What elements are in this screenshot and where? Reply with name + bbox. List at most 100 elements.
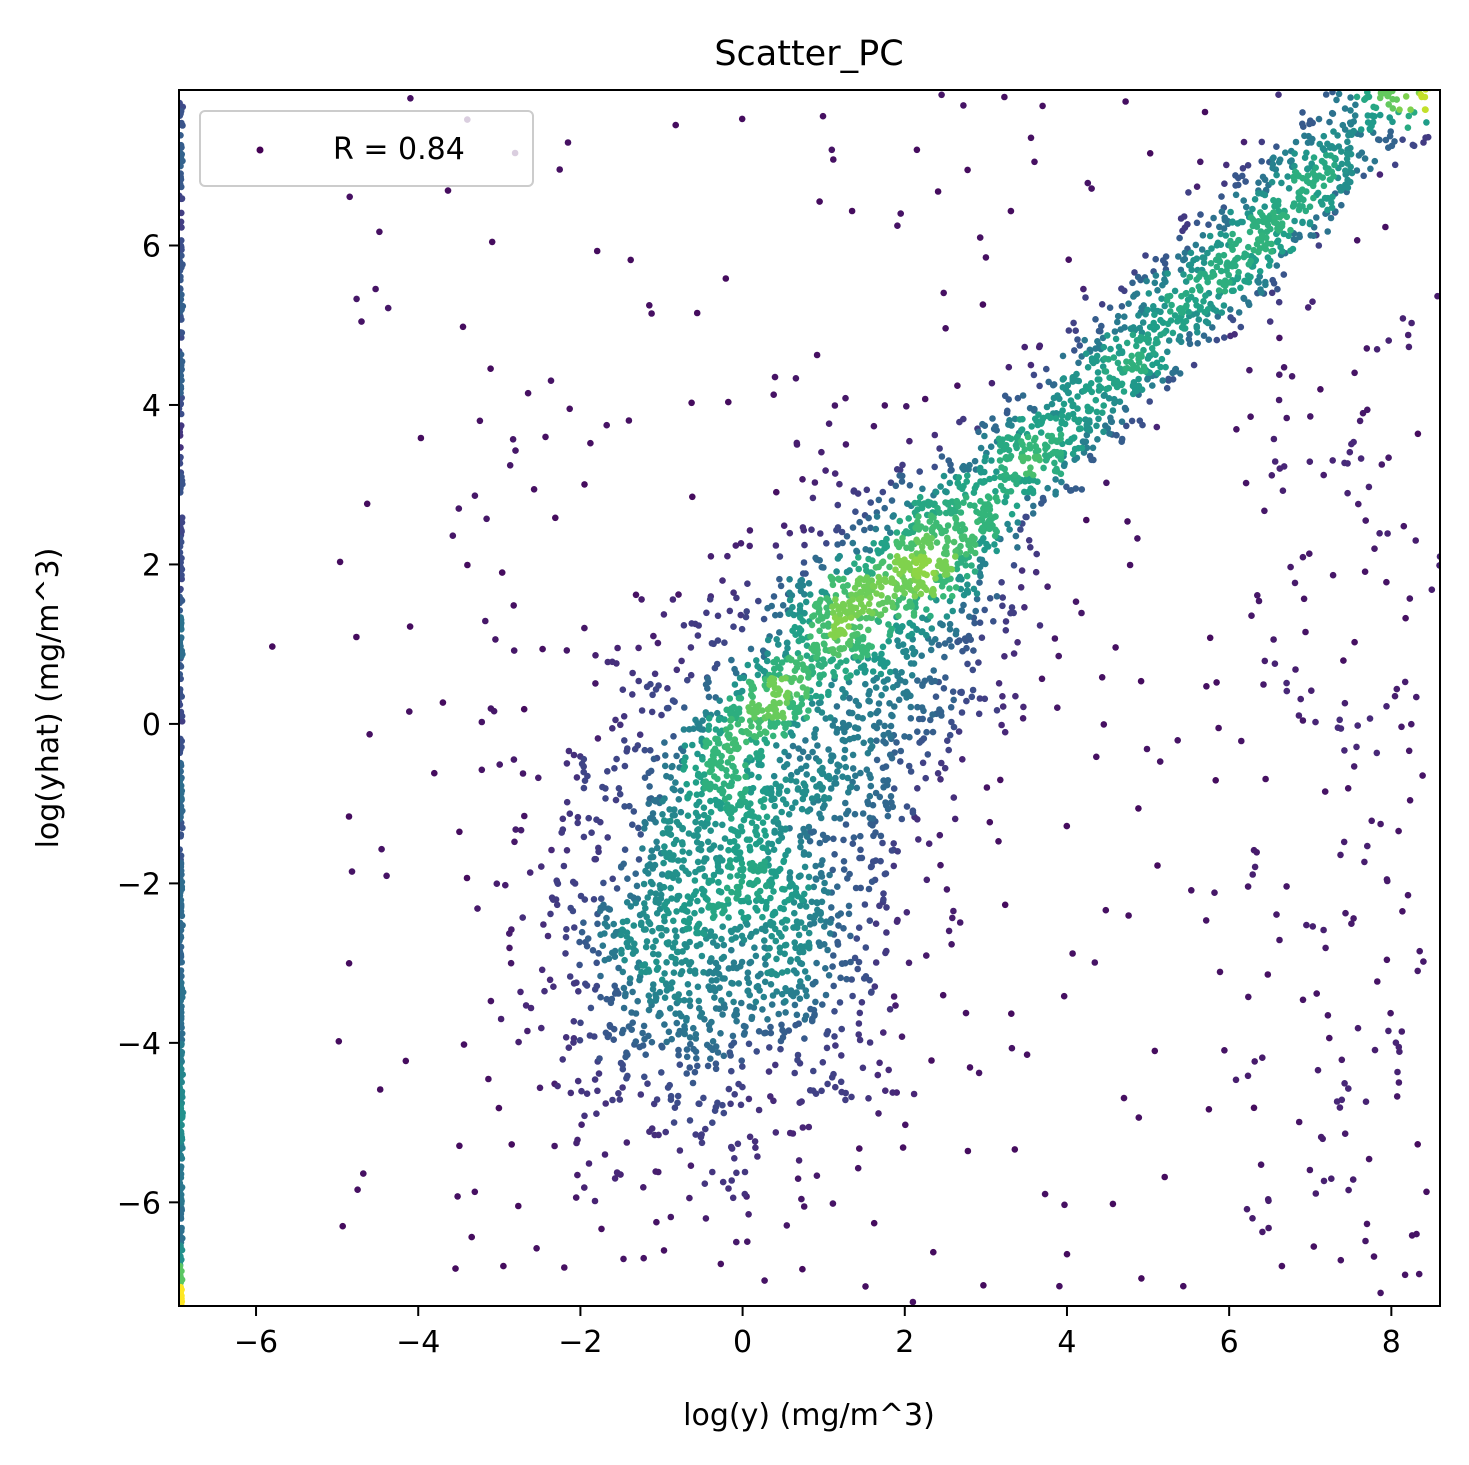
scatter-point — [1083, 516, 1090, 524]
scatter-point — [647, 889, 654, 896]
scatter-point — [969, 666, 977, 674]
scatter-point — [910, 650, 917, 658]
scatter-point — [862, 680, 869, 688]
scatter-point — [834, 941, 842, 948]
scatter-point — [993, 468, 1000, 476]
scatter-point — [941, 653, 948, 661]
scatter-point — [1347, 163, 1354, 171]
scatter-point — [805, 929, 813, 937]
scatter-point — [896, 472, 903, 479]
scatter-point — [1399, 908, 1406, 915]
scatter-point — [1227, 314, 1234, 321]
scatter-point — [971, 502, 978, 510]
scatter-point — [930, 667, 937, 674]
scatter-point — [832, 1042, 839, 1049]
scatter-point — [928, 1057, 935, 1064]
scatter-point — [725, 846, 732, 854]
scatter-point — [1398, 1028, 1406, 1035]
scatter-point — [704, 896, 711, 903]
scatter-point — [678, 968, 686, 975]
scatter-point — [1027, 544, 1034, 551]
scatter-point — [1372, 104, 1380, 112]
scatter-point — [635, 856, 643, 863]
scatter-point — [775, 790, 783, 797]
scatter-point — [712, 1065, 720, 1073]
scatter-point — [859, 1064, 867, 1072]
scatter-point — [598, 895, 605, 902]
scatter-point — [920, 707, 927, 715]
scatter-point — [1353, 93, 1361, 101]
scatter-point — [768, 602, 775, 610]
scatter-point — [638, 707, 646, 714]
scatter-point — [721, 795, 729, 803]
scatter-point — [354, 1186, 361, 1193]
scatter-point — [738, 115, 746, 123]
scatter-point — [1337, 851, 1344, 859]
scatter-point — [520, 705, 528, 713]
scatter-point — [914, 677, 921, 684]
scatter-point — [893, 739, 900, 746]
scatter-point — [738, 932, 746, 940]
scatter-point — [941, 578, 949, 585]
scatter-point — [585, 814, 592, 822]
scatter-point — [1404, 891, 1412, 899]
scatter-point — [1249, 215, 1256, 223]
scatter-point — [942, 509, 950, 517]
scatter-point — [1100, 428, 1107, 436]
scatter-point — [653, 844, 661, 852]
scatter-point — [776, 865, 784, 873]
scatter-point — [797, 843, 804, 851]
scatter-point — [812, 654, 820, 661]
scatter-point — [727, 1100, 734, 1108]
scatter-point — [1014, 519, 1022, 526]
scatter-point — [793, 1011, 801, 1019]
scatter-point — [694, 832, 701, 840]
scatter-point — [954, 502, 962, 510]
scatter-point — [660, 913, 668, 921]
scatter-point — [1342, 909, 1349, 917]
scatter-point — [875, 700, 883, 707]
scatter-point — [1202, 292, 1209, 300]
scatter-point — [1134, 535, 1141, 542]
scatter-point — [597, 993, 604, 1001]
scatter-point — [802, 987, 810, 994]
scatter-point — [745, 1040, 753, 1048]
scatter-point — [794, 955, 801, 963]
scatter-point — [776, 575, 783, 583]
scatter-point — [954, 479, 962, 487]
scatter-point — [787, 776, 795, 784]
scatter-point — [830, 1070, 837, 1078]
scatter-point — [857, 769, 864, 777]
scatter-point — [775, 641, 782, 648]
scatter-point — [792, 799, 799, 806]
scatter-point — [747, 958, 755, 966]
scatter-point — [777, 1045, 784, 1053]
scatter-point — [1351, 638, 1358, 646]
scatter-point — [524, 389, 532, 397]
scatter-point — [1245, 261, 1253, 268]
scatter-point — [591, 1076, 599, 1083]
scatter-point — [828, 146, 836, 154]
scatter-point — [1235, 309, 1243, 316]
scatter-point — [794, 704, 801, 712]
scatter-point — [681, 1030, 688, 1038]
scatter-point — [949, 914, 956, 922]
scatter-point — [589, 947, 597, 954]
scatter-point — [652, 937, 659, 945]
scatter-point — [686, 1194, 693, 1202]
scatter-point — [888, 599, 896, 607]
scatter-point — [1063, 483, 1070, 491]
scatter-point — [1025, 537, 1033, 544]
scatter-point — [927, 512, 935, 519]
scatter-point — [754, 671, 762, 679]
scatter-point — [941, 764, 949, 772]
scatter-point — [1222, 232, 1230, 239]
scatter-point — [1270, 154, 1277, 161]
scatter-point — [623, 1075, 630, 1082]
scatter-point — [952, 584, 960, 591]
scatter-point — [1244, 1072, 1252, 1080]
scatter-point — [704, 820, 711, 827]
scatter-point — [635, 644, 642, 652]
scatter-point — [993, 593, 1001, 600]
scatter-point — [1106, 430, 1113, 437]
